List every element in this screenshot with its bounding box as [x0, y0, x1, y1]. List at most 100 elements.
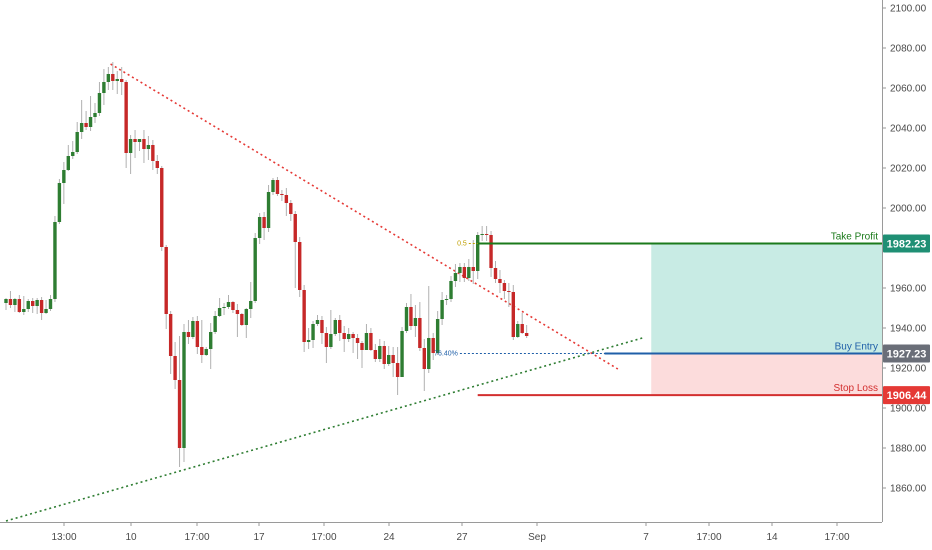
candle-up — [44, 309, 48, 313]
x-tick-label: 17:00 — [696, 532, 721, 543]
y-tick-label: 2040.00 — [890, 124, 927, 135]
candle-up — [115, 79, 119, 81]
x-tick-label: 7 — [643, 532, 649, 543]
candle-down — [31, 301, 35, 306]
x-axis[interactable]: 13:00 10 17:00 17 17:00 24 27 Sep 7 17:00 14 17:00 — [0, 522, 882, 543]
candle-up — [480, 234, 484, 235]
candle-down — [120, 79, 124, 82]
candle-up — [364, 333, 369, 350]
candle-up — [217, 308, 222, 316]
candle-up — [516, 324, 520, 337]
candle-up — [48, 299, 53, 309]
candle-down — [262, 217, 266, 228]
candle-up — [75, 132, 79, 152]
candle-up — [79, 123, 84, 132]
candle-down — [124, 82, 128, 153]
y-tick-label: 2080.00 — [890, 44, 927, 55]
candle-down — [484, 234, 489, 235]
candle-down — [231, 302, 235, 310]
candle-down — [462, 267, 467, 278]
candle-up — [444, 299, 449, 300]
candle-down — [39, 300, 44, 313]
candle-down — [360, 343, 364, 350]
candle-down — [320, 320, 324, 333]
candle-up — [400, 331, 404, 377]
candle-down — [160, 168, 164, 247]
y-tick-label: 1880.00 — [890, 444, 927, 455]
candle-up — [57, 183, 62, 222]
candle-down — [298, 242, 302, 290]
candle-down — [369, 333, 373, 350]
candle-down — [502, 283, 507, 291]
candle-up — [204, 349, 208, 355]
y-tick-label: 2060.00 — [890, 84, 927, 95]
candle-up — [458, 267, 462, 273]
candle-up — [106, 74, 111, 82]
candle-up — [62, 170, 66, 183]
x-tick-label: 14 — [766, 532, 778, 543]
candle-down — [195, 321, 200, 347]
candle-down — [280, 194, 284, 195]
candle-down — [17, 299, 22, 312]
candle-up — [413, 318, 418, 326]
candle-down — [200, 347, 204, 355]
candle-up — [440, 300, 444, 319]
candle-up — [271, 180, 275, 192]
candle-up — [378, 346, 382, 359]
x-tick-label: 24 — [383, 532, 395, 543]
candle-down — [173, 356, 177, 380]
candle-down — [493, 268, 498, 279]
candle-up — [346, 334, 351, 339]
candle-up — [387, 355, 391, 364]
candle-down — [471, 267, 475, 271]
y-tick-label: 1960.00 — [890, 284, 927, 295]
take-profit-price-tag-box — [883, 234, 930, 253]
candle-down — [142, 139, 146, 149]
candle-up — [257, 217, 262, 238]
candle-up — [222, 307, 226, 308]
candle-down — [186, 332, 191, 337]
price-levels: 0.5 76.40% Take Profit Buy Entry Stop Loss — [434, 232, 883, 397]
buy-entry-price-tag-box — [883, 344, 930, 363]
candle-down — [489, 235, 493, 268]
candles — [4, 62, 529, 467]
candle-up — [93, 113, 97, 117]
candle-up — [249, 301, 253, 309]
stop-loss-price-tag: 1906.44 — [887, 390, 928, 402]
candle-down — [177, 380, 182, 448]
candle-up — [453, 273, 458, 281]
stop-loss-price-tag-box — [883, 386, 930, 405]
candle-down — [289, 203, 293, 214]
x-tick-label: 13:00 — [51, 532, 76, 543]
candle-up — [191, 321, 195, 337]
x-tick-label: 10 — [125, 532, 137, 543]
candle-up — [146, 145, 151, 149]
candle-up — [137, 139, 142, 142]
candle-up — [449, 281, 453, 299]
candle-down — [284, 195, 289, 203]
candle-down — [151, 145, 155, 161]
take-profit-label: Take Profit — [831, 232, 878, 243]
ascending-trendline — [5, 337, 643, 522]
candle-up — [102, 82, 106, 93]
candle-up — [226, 302, 231, 307]
candle-up — [209, 332, 213, 349]
candle-down — [431, 338, 435, 353]
position-zones — [651, 243, 883, 396]
candle-up — [329, 334, 333, 347]
candle-up — [71, 152, 75, 156]
candle-down — [373, 350, 378, 359]
candle-down — [351, 334, 355, 338]
buy-entry-label: Buy Entry — [835, 342, 878, 353]
candle-up — [315, 320, 320, 324]
candle-down — [168, 314, 173, 356]
candle-up — [244, 309, 248, 325]
x-tick-label: Sep — [528, 532, 546, 543]
candle-up — [404, 307, 409, 331]
y-axis[interactable]: 1860.00 1880.00 1900.00 1920.00 1940.00 1960.… — [882, 0, 927, 522]
candle-down — [507, 291, 511, 292]
y-tick-label: 2100.00 — [890, 4, 927, 15]
candle-down — [338, 320, 342, 333]
take-profit-price-tag: 1982.23 — [887, 239, 927, 251]
candle-down — [155, 161, 159, 168]
